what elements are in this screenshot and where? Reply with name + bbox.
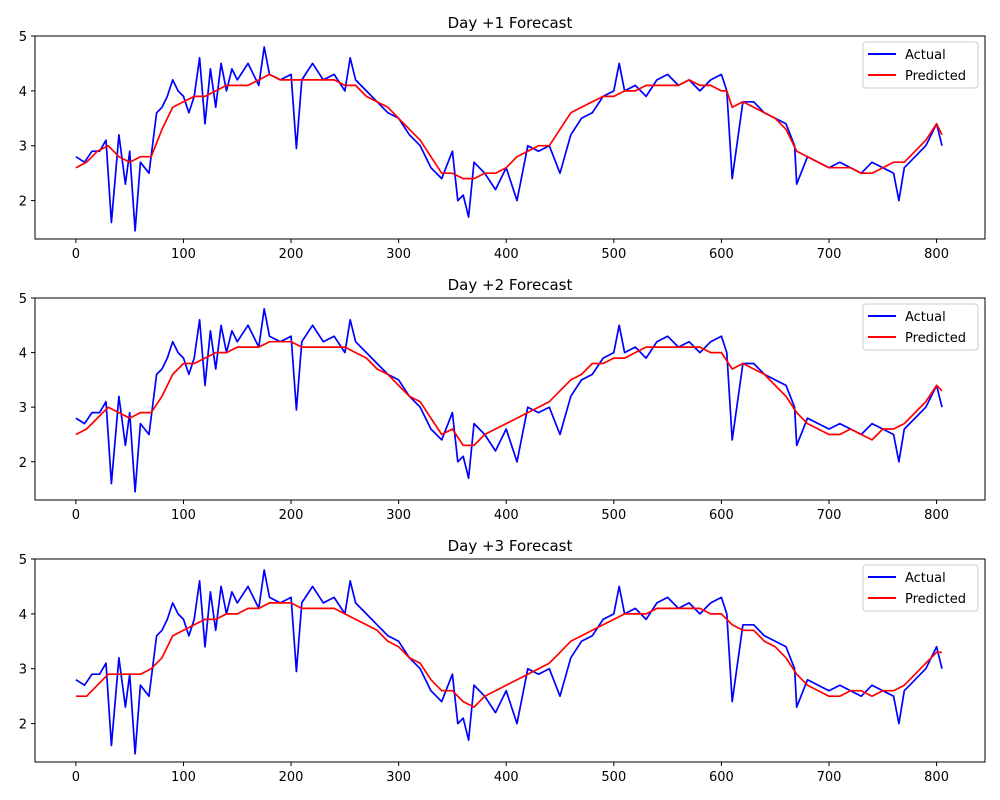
chart-title: Day +2 Forecast	[448, 276, 573, 294]
x-tick-label: 400	[494, 247, 519, 262]
legend-label-actual: Actual	[905, 48, 946, 63]
x-tick-label: 400	[494, 770, 519, 785]
x-tick-label: 600	[709, 247, 734, 262]
x-tick-label: 200	[279, 247, 304, 262]
legend-label-predicted: Predicted	[905, 331, 966, 346]
x-tick-label: 200	[279, 770, 304, 785]
x-tick-label: 300	[386, 508, 411, 523]
y-tick-label: 4	[19, 347, 27, 362]
legend: Actual Predicted	[862, 41, 979, 89]
chart-panel-1: Day +1 Forecast 0 100 200 300 400 500 600 700 800…	[19, 14, 986, 262]
y-tick-label: 5	[19, 553, 27, 568]
y-tick-label: 3	[19, 140, 27, 155]
chart-panel-3: Day +3 Forecast 0 100 200 300 400 500 600 700 800…	[19, 537, 986, 785]
series-line-actual	[75, 46, 943, 232]
x-tick-label: 0	[72, 247, 80, 262]
series-line-actual	[75, 308, 943, 493]
x-tick-label: 800	[924, 247, 949, 262]
x-tick-label: 500	[601, 247, 626, 262]
series-line-predicted	[75, 73, 943, 180]
chart-panel-2: Day +2 Forecast 0 100 200 300 400 500 600 700 800…	[19, 276, 986, 523]
x-tick-label: 700	[817, 508, 842, 523]
x-tick-label: 700	[817, 770, 842, 785]
axes-frame	[34, 297, 986, 501]
y-tick-label: 5	[19, 292, 27, 307]
series-line-predicted	[75, 602, 942, 708]
chart-title: Day +3 Forecast	[448, 537, 573, 555]
y-tick-label: 2	[19, 718, 27, 733]
y-tick-label: 3	[19, 663, 27, 678]
x-tick-label: 800	[924, 508, 949, 523]
legend-label-actual: Actual	[905, 310, 946, 325]
x-tick-label: 100	[171, 770, 196, 785]
y-tick-label: 3	[19, 401, 27, 416]
x-tick-label: 100	[171, 508, 196, 523]
x-tick-label: 500	[601, 770, 626, 785]
y-tick-label: 2	[19, 456, 27, 471]
x-tick-label: 800	[924, 770, 949, 785]
series-line-actual	[75, 569, 943, 755]
legend-label-predicted: Predicted	[905, 69, 966, 84]
series-line-predicted	[75, 340, 943, 447]
x-tick-label: 300	[386, 247, 411, 262]
legend: Actual Predicted	[862, 564, 979, 612]
x-tick-label: 0	[72, 770, 80, 785]
axes-frame	[34, 558, 986, 763]
y-tick-label: 5	[19, 30, 27, 45]
x-tick-label: 200	[279, 508, 304, 523]
x-tick-label: 400	[494, 508, 519, 523]
legend-label-predicted: Predicted	[905, 592, 966, 607]
x-tick-label: 600	[709, 770, 734, 785]
x-tick-label: 100	[171, 247, 196, 262]
y-tick-label: 4	[19, 608, 27, 623]
x-tick-label: 0	[72, 508, 80, 523]
x-tick-label: 300	[386, 770, 411, 785]
y-tick-label: 2	[19, 195, 27, 210]
x-tick-label: 700	[817, 247, 842, 262]
y-tick-label: 4	[19, 85, 27, 100]
legend-label-actual: Actual	[905, 571, 946, 586]
axes-frame	[34, 35, 986, 240]
x-tick-label: 600	[709, 508, 734, 523]
x-tick-label: 500	[601, 508, 626, 523]
chart-title: Day +1 Forecast	[448, 14, 573, 32]
legend: Actual Predicted	[862, 303, 979, 351]
